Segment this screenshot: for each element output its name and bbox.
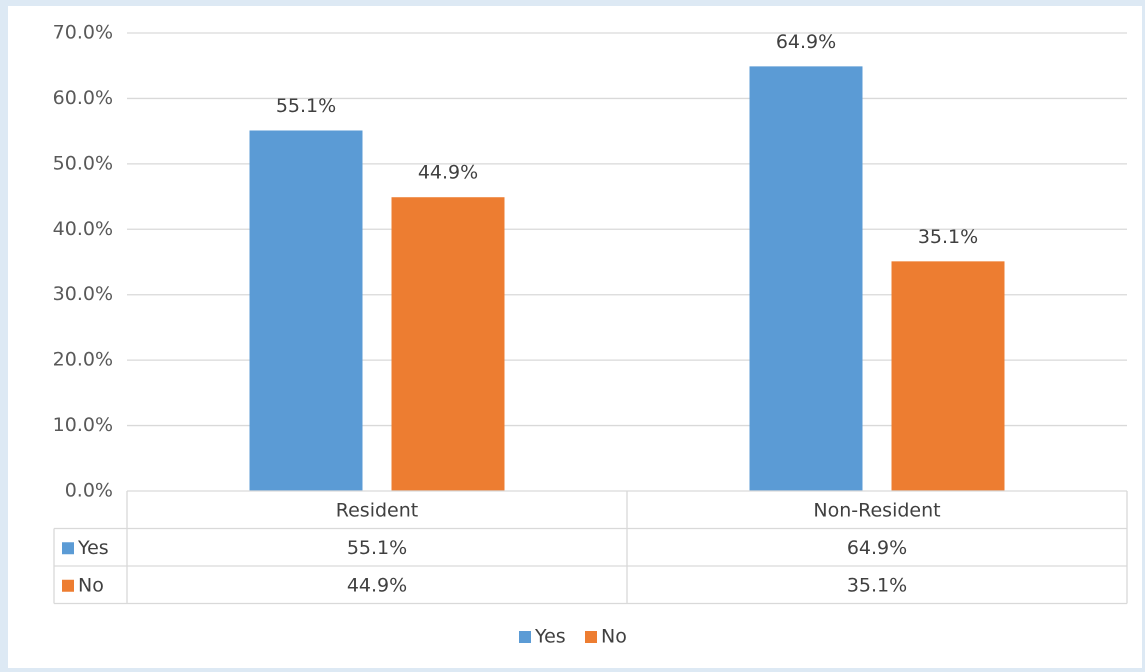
table-legend-key	[62, 542, 74, 555]
table-cell: 44.9%	[347, 574, 407, 596]
table-legend-key	[62, 579, 74, 592]
legend-key-no	[585, 631, 597, 643]
data-label: 44.9%	[418, 162, 478, 184]
data-label: 64.9%	[776, 31, 836, 53]
table-category-header: Non-Resident	[813, 499, 940, 521]
table-series-name: No	[78, 574, 104, 596]
bar-no-0	[391, 197, 505, 491]
table-cell: 64.9%	[847, 537, 907, 559]
bar-yes-1	[749, 66, 863, 491]
table-series-name: Yes	[77, 537, 109, 559]
table-cell: 35.1%	[847, 574, 907, 596]
y-tick-label: 70.0%	[53, 22, 113, 44]
y-tick-label: 0.0%	[65, 480, 113, 502]
y-tick-label: 50.0%	[53, 152, 113, 174]
y-tick-label: 10.0%	[53, 414, 113, 436]
bar-chart: 0.0% 10.0% 20.0% 30.0% 40.0% 50.0% 60.0% 70.0% 5…	[53, 22, 1128, 648]
bar-yes-0	[249, 130, 363, 491]
legend-label: No	[601, 626, 627, 648]
legend-label: Yes	[534, 626, 566, 648]
legend-key-yes	[519, 631, 531, 643]
y-tick-label: 40.0%	[53, 218, 113, 240]
table-cell: 55.1%	[347, 537, 407, 559]
chart-area: 0.0% 10.0% 20.0% 30.0% 40.0% 50.0% 60.0% 70.0% 5…	[8, 6, 1142, 668]
y-tick-label: 20.0%	[53, 349, 113, 371]
data-label: 55.1%	[276, 95, 336, 117]
y-tick-label: 60.0%	[53, 87, 113, 109]
bar-no-1	[891, 261, 1005, 491]
y-tick-label: 30.0%	[53, 283, 113, 305]
data-label: 35.1%	[918, 226, 978, 248]
table-category-header: Resident	[336, 499, 418, 521]
